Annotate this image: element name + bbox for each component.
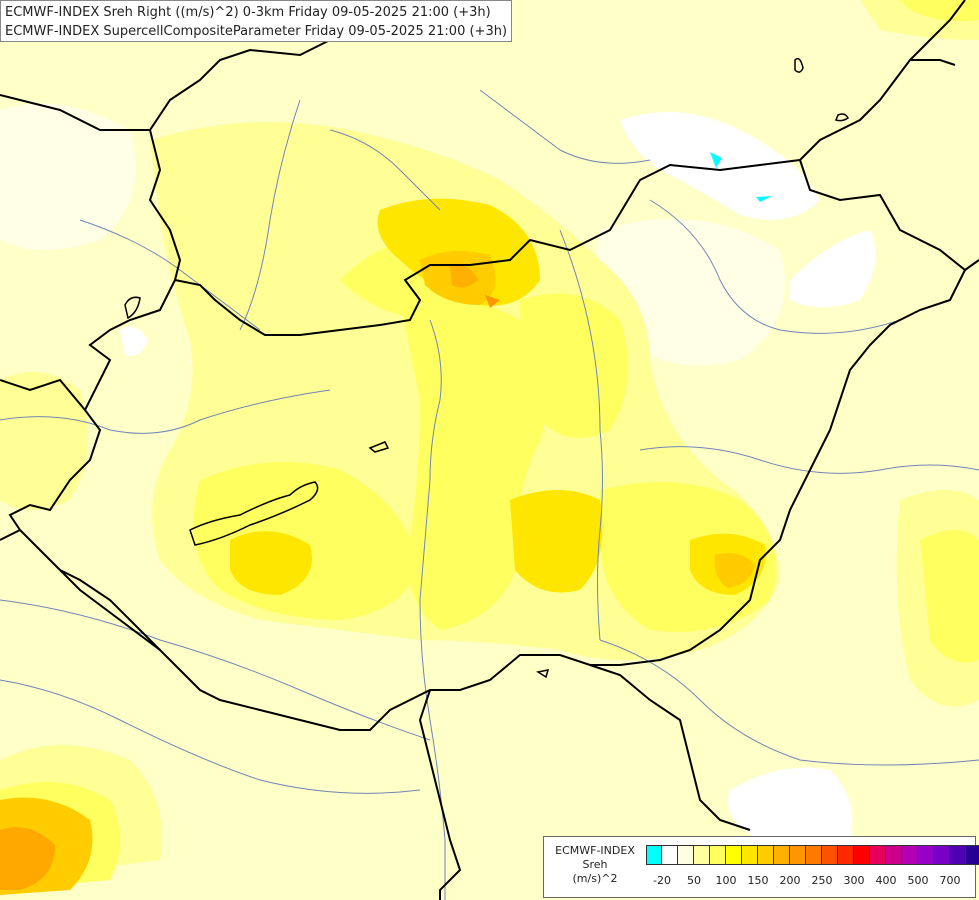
legend-color-bar	[646, 845, 979, 865]
field-high-values	[0, 198, 766, 895]
legend-tick-label: -20	[653, 874, 671, 887]
legend-swatch	[678, 845, 694, 865]
legend-swatch	[822, 845, 838, 865]
legend-swatch	[646, 845, 662, 865]
legend-swatch	[694, 845, 710, 865]
legend-variable: Sreh	[582, 858, 608, 871]
legend-swatch	[902, 845, 918, 865]
legend-swatch	[918, 845, 934, 865]
rivers	[0, 89, 979, 900]
legend-swatch	[934, 845, 950, 865]
legend-swatch	[870, 845, 886, 865]
legend-model: ECMWF-INDEX	[555, 844, 635, 857]
map-title-line-1: ECMWF-INDEX Sreh Right ((m/s)^2) 0-3km F…	[5, 5, 491, 20]
legend-tick-label: 50	[687, 874, 701, 887]
legend-tick-label: 300	[843, 874, 865, 887]
legend-swatch	[742, 845, 758, 865]
legend-swatch	[966, 845, 979, 865]
legend-swatch	[790, 845, 806, 865]
legend-swatch	[758, 845, 774, 865]
hungary-border	[8, 158, 967, 731]
lakes	[124, 57, 849, 679]
legend-swatch	[886, 845, 902, 865]
legend-swatch	[950, 845, 966, 865]
legend-swatch	[726, 845, 742, 865]
legend-label: ECMWF-INDEX Sreh (m/s)^2	[546, 844, 644, 886]
legend-swatch	[806, 845, 822, 865]
legend-tick-label: 400	[875, 874, 897, 887]
color-legend: ECMWF-INDEX Sreh (m/s)^2 -20 50 100 150 200 2…	[543, 836, 979, 898]
legend-tick-label: 150	[747, 874, 769, 887]
legend-tick-label: 700	[939, 874, 961, 887]
legend-tick-label: 500	[907, 874, 929, 887]
map-title-line-2: ECMWF-INDEX SupercellCompositeParameter …	[5, 24, 508, 39]
legend-tick-label: 250	[811, 874, 833, 887]
legend-tick-label: 100	[715, 874, 737, 887]
map-title-box: ECMWF-INDEX Sreh Right ((m/s)^2) 0-3km F…	[0, 0, 512, 42]
legend-swatch	[710, 845, 726, 865]
legend-swatch	[774, 845, 790, 865]
legend-swatch	[662, 845, 678, 865]
legend-swatch	[838, 845, 854, 865]
legend-swatch	[854, 845, 870, 865]
legend-tick-label: 200	[779, 874, 801, 887]
lake-balaton	[189, 481, 319, 546]
legend-unit: (m/s)^2	[572, 872, 618, 885]
